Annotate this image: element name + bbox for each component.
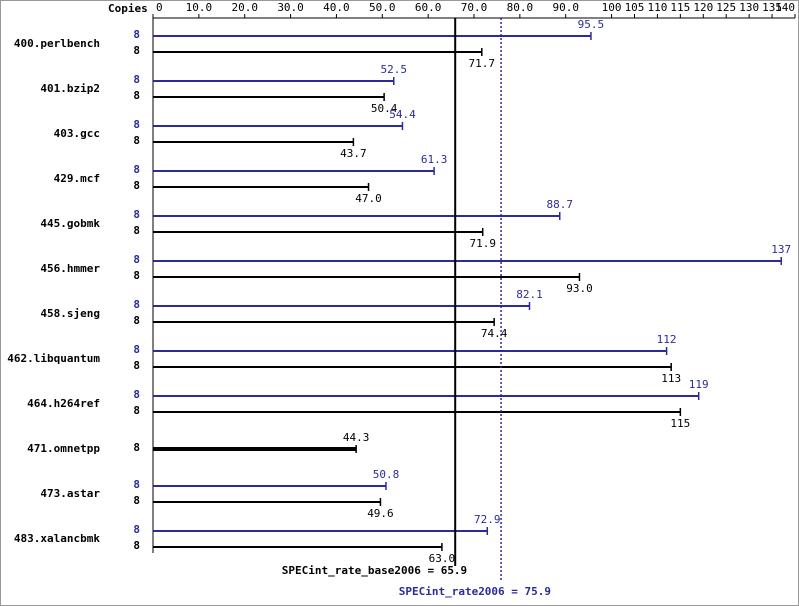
- category-label: 429.mcf: [54, 172, 100, 185]
- copies-label: 8: [133, 388, 140, 401]
- value-label: 137: [771, 243, 791, 256]
- value-label: 44.3: [343, 431, 370, 444]
- axis-title: Copies: [108, 2, 148, 15]
- copies-label: 8: [133, 118, 140, 131]
- copies-label: 8: [133, 134, 140, 147]
- x-tick-label: 70.0: [461, 1, 488, 14]
- x-tick-label: 110: [647, 1, 667, 14]
- value-label: 113: [661, 372, 681, 385]
- category-label: 473.astar: [40, 487, 100, 500]
- reference-label: SPECint_rate_base2006 = 65.9: [282, 564, 467, 577]
- copies-label: 8: [133, 441, 140, 454]
- category-label: 458.sjeng: [40, 307, 100, 320]
- copies-label: 8: [133, 253, 140, 266]
- value-label: 74.4: [481, 327, 508, 340]
- x-tick-label: 40.0: [323, 1, 350, 14]
- copies-label: 8: [133, 539, 140, 552]
- category-label: 403.gcc: [54, 127, 100, 140]
- x-tick-label: 50.0: [369, 1, 396, 14]
- x-tick-label: 140: [775, 1, 795, 14]
- copies-label: 8: [133, 28, 140, 41]
- value-label: 61.3: [421, 153, 448, 166]
- copies-label: 8: [133, 314, 140, 327]
- category-label: 462.libquantum: [7, 352, 100, 365]
- value-label: 43.7: [340, 147, 367, 160]
- copies-label: 8: [133, 269, 140, 282]
- x-tick-label: 120: [693, 1, 713, 14]
- copies-label: 8: [133, 523, 140, 536]
- x-tick-label: 10.0: [186, 1, 213, 14]
- copies-label: 8: [133, 343, 140, 356]
- category-label: 445.gobmk: [40, 217, 100, 230]
- value-label: 82.1: [516, 288, 543, 301]
- copies-label: 8: [133, 208, 140, 221]
- category-label: 456.hmmer: [40, 262, 100, 275]
- value-label: 93.0: [566, 282, 593, 295]
- value-label: 71.7: [469, 57, 496, 70]
- copies-label: 8: [133, 224, 140, 237]
- copies-label: 8: [133, 73, 140, 86]
- value-label: 72.9: [474, 513, 501, 526]
- value-label: 71.9: [469, 237, 496, 250]
- copies-label: 8: [133, 298, 140, 311]
- value-label: 49.6: [367, 507, 394, 520]
- copies-label: 8: [133, 89, 140, 102]
- reference-label: SPECint_rate2006 = 75.9: [399, 585, 551, 598]
- category-label: 401.bzip2: [40, 82, 100, 95]
- x-tick-label: 135: [762, 1, 782, 14]
- category-label: 471.omnetpp: [27, 442, 100, 455]
- category-label: 464.h264ref: [27, 397, 100, 410]
- x-tick-label: 60.0: [415, 1, 442, 14]
- copies-label: 8: [133, 44, 140, 57]
- category-label: 400.perlbench: [14, 37, 100, 50]
- value-label: 54.4: [389, 108, 416, 121]
- x-tick-label: 80.0: [507, 1, 534, 14]
- value-label: 115: [670, 417, 690, 430]
- value-label: 47.0: [355, 192, 382, 205]
- copies-label: 8: [133, 478, 140, 491]
- value-label: 95.5: [578, 18, 605, 31]
- value-label: 119: [689, 378, 709, 391]
- x-tick-label: 130: [739, 1, 759, 14]
- value-label: 52.5: [381, 63, 408, 76]
- x-tick-label: 125: [716, 1, 736, 14]
- x-tick-label: 105: [625, 1, 645, 14]
- value-label: 88.7: [547, 198, 574, 211]
- x-tick-label: 90.0: [552, 1, 579, 14]
- x-tick-label: 30.0: [277, 1, 304, 14]
- x-tick-label: 100: [602, 1, 622, 14]
- copies-label: 8: [133, 404, 140, 417]
- copies-label: 8: [133, 163, 140, 176]
- x-tick-label: 115: [670, 1, 690, 14]
- x-tick-label: 0: [156, 1, 163, 14]
- x-tick-label: 20.0: [231, 1, 258, 14]
- copies-label: 8: [133, 179, 140, 192]
- value-label: 50.4: [371, 102, 398, 115]
- value-label: 112: [657, 333, 677, 346]
- value-label: 50.8: [373, 468, 400, 481]
- value-label: 63.0: [429, 552, 456, 565]
- copies-label: 8: [133, 359, 140, 372]
- copies-label: 8: [133, 494, 140, 507]
- category-label: 483.xalancbmk: [14, 532, 100, 545]
